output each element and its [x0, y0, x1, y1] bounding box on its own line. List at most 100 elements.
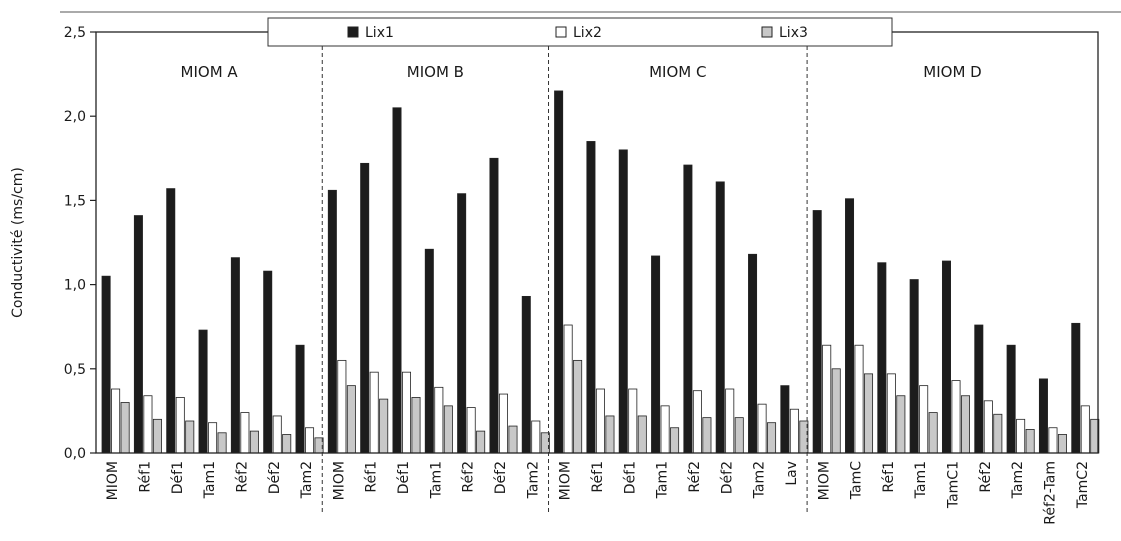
- bar-lix1: [230, 257, 240, 454]
- y-axis-label: Conductivité (ms/cm): [10, 167, 26, 318]
- bar-lix3: [120, 402, 130, 454]
- group-label: MIOM A: [181, 63, 239, 81]
- bar-lix1: [618, 149, 628, 454]
- bar-lix1: [715, 181, 725, 454]
- category-label: Réf2: [978, 461, 994, 493]
- category-label: Tam2: [752, 461, 768, 499]
- bar-lix3: [573, 359, 583, 454]
- category-label: MIOM: [558, 461, 574, 500]
- y-tick-label: 2,0: [64, 109, 86, 125]
- category-label: Réf1: [881, 461, 897, 493]
- bar-lix1: [424, 248, 434, 454]
- bar-lix3: [637, 415, 647, 454]
- category-label: Tam1: [428, 461, 444, 499]
- bar-lix2: [143, 395, 153, 454]
- bar-lix2: [595, 388, 605, 454]
- bar-lix2: [1048, 427, 1058, 454]
- bar-lix3: [443, 405, 453, 454]
- bar-lix3: [670, 427, 680, 454]
- bar-lix2: [531, 420, 541, 454]
- bar-lix2: [305, 427, 315, 454]
- bar-lix1: [812, 210, 822, 454]
- bar-lix1: [845, 198, 855, 454]
- category-label: Tam1: [655, 461, 671, 499]
- category-label: Tam1: [202, 461, 218, 499]
- legend-label: Lix1: [365, 25, 394, 41]
- bar-lix3: [1057, 434, 1067, 454]
- bar-lix1: [683, 164, 693, 454]
- bar-lix1: [909, 279, 919, 454]
- category-label: Tam2: [1010, 461, 1026, 499]
- category-label: Déf1: [396, 461, 412, 494]
- bar-lix1: [554, 90, 564, 454]
- category-label: Déf2: [267, 461, 283, 494]
- category-label: Réf2: [235, 461, 251, 493]
- bar-lix3: [831, 368, 841, 454]
- bar-lix3: [249, 430, 259, 454]
- category-label: TamC2: [1075, 461, 1091, 509]
- bar-lix3: [993, 413, 1003, 454]
- bar-lix1: [1071, 322, 1081, 454]
- category-label: Tam2: [525, 461, 541, 499]
- bar-lix2: [660, 405, 670, 454]
- category-label: Réf1: [590, 461, 606, 493]
- legend-label: Lix3: [779, 25, 808, 41]
- y-tick-label: 2,5: [64, 25, 86, 41]
- bar-lix1: [133, 215, 143, 454]
- bar-lix1: [457, 193, 467, 454]
- bar-lix1: [327, 189, 337, 454]
- bar-lix3: [605, 415, 615, 454]
- bar-lix1: [166, 188, 176, 454]
- bar-lix2: [725, 388, 735, 454]
- bar-lix2: [628, 388, 638, 454]
- bar-lix3: [960, 395, 970, 454]
- bar-lix1: [1038, 378, 1048, 454]
- category-label: Réf1: [138, 461, 154, 493]
- bar-lix2: [175, 397, 185, 454]
- bar-lix2: [1016, 418, 1026, 454]
- category-label: Réf2: [461, 461, 477, 493]
- bar-lix2: [822, 344, 832, 454]
- bar-lix1: [941, 260, 951, 454]
- bar-lix2: [951, 380, 961, 454]
- bar-lix3: [185, 420, 195, 454]
- bar-lix1: [263, 270, 273, 454]
- legend-swatch: [347, 26, 359, 38]
- bar-lix1: [1006, 344, 1016, 454]
- bar-lix3: [896, 395, 906, 454]
- y-tick-label: 1,5: [64, 193, 86, 209]
- legend-swatch: [555, 26, 567, 38]
- bar-lix2: [983, 400, 993, 454]
- bar-lix3: [928, 412, 938, 454]
- y-tick-label: 1,0: [64, 278, 86, 294]
- bar-lix2: [919, 385, 929, 454]
- legend-box: [267, 17, 893, 47]
- bar-lix1: [360, 162, 370, 454]
- group-label: MIOM B: [407, 63, 464, 81]
- bar-lix3: [702, 417, 712, 454]
- bar-lix2: [208, 422, 218, 454]
- bar-lix2: [1080, 405, 1090, 454]
- bar-lix2: [369, 371, 379, 454]
- bar-lix3: [282, 434, 292, 454]
- category-label: MIOM: [105, 461, 121, 500]
- category-label: MIOM: [816, 461, 832, 500]
- bar-lix3: [508, 425, 518, 454]
- bar-lix2: [886, 373, 896, 454]
- bar-lix2: [854, 344, 864, 454]
- category-label: Réf1: [364, 461, 380, 493]
- legend-swatch: [761, 26, 773, 38]
- bar-lix2: [692, 390, 702, 454]
- bar-lix1: [392, 107, 402, 454]
- category-label: TamC1: [946, 461, 962, 509]
- bar-lix3: [864, 373, 874, 454]
- bar-lix2: [240, 412, 250, 454]
- bar-lix3: [379, 398, 389, 454]
- bar-lix2: [789, 408, 799, 454]
- y-tick-label: 0,0: [64, 446, 86, 462]
- bar-lix3: [411, 397, 421, 454]
- bar-lix1: [780, 385, 790, 454]
- bar-lix2: [757, 403, 767, 454]
- bar-lix2: [111, 388, 121, 454]
- bar-lix2: [563, 324, 573, 454]
